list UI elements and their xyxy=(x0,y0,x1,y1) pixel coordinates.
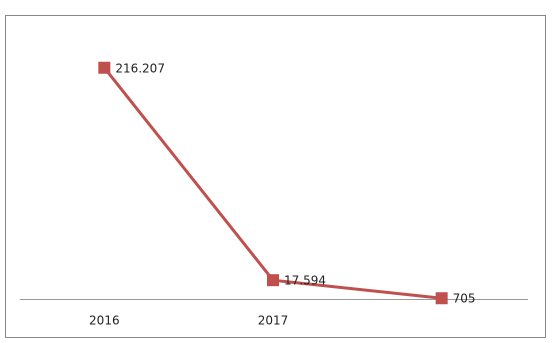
marker xyxy=(435,292,448,305)
x-tick-label: 2017 xyxy=(258,314,289,328)
chart-frame xyxy=(5,15,546,338)
marker xyxy=(267,274,279,287)
data-label: 17.594 xyxy=(284,274,326,288)
data-label: 705 xyxy=(453,292,476,306)
marker xyxy=(98,61,111,74)
x-tick-label: 2016 xyxy=(89,314,120,328)
data-label: 216.207 xyxy=(115,61,165,75)
